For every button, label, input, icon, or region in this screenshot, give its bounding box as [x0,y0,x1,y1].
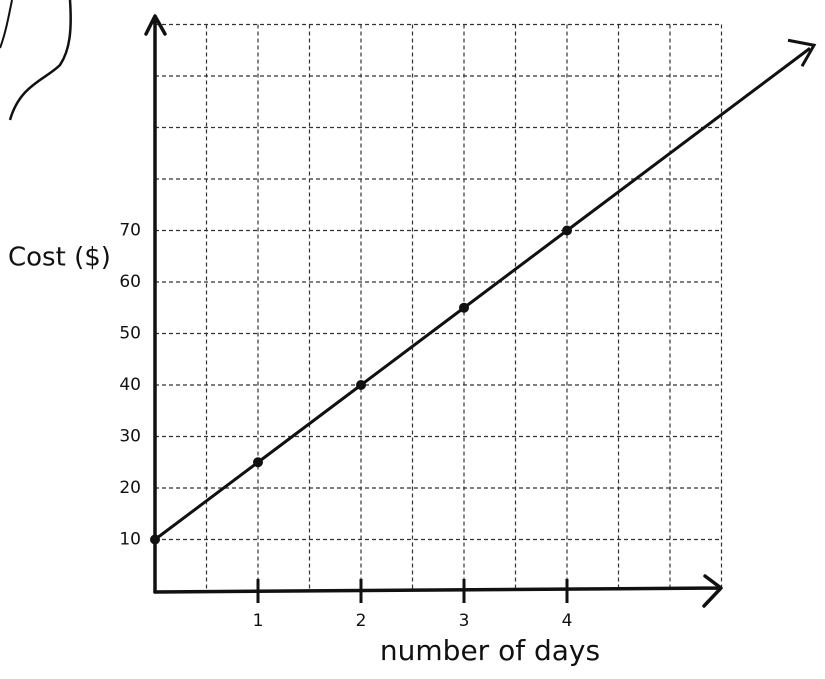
x-tick-label: 1 [253,611,264,631]
y-tick-label: 40 [119,375,141,395]
y-tick-label: 60 [119,272,141,292]
y-axis [146,16,165,592]
x-tick-label: 4 [562,611,573,631]
x-tick-label: 3 [459,611,470,631]
y-tick-label: 10 [119,530,141,550]
y-tick-label: 20 [119,478,141,498]
point [459,303,469,313]
y-tick-label: 70 [119,221,141,241]
chart: Cost ($) number of days 10 20 30 40 50 60 70 1 2… [0,0,825,679]
point [150,535,160,545]
plot [150,40,814,544]
point [356,380,366,390]
y-axis-label: Cost ($) [8,243,111,273]
x-axis [155,576,721,606]
point [253,457,263,467]
scribble [0,0,12,48]
x-axis-label: number of days [380,634,600,667]
y-tick-label: 30 [119,427,141,447]
grid [155,25,722,592]
point [562,226,572,236]
y-tick-label: 50 [119,324,141,344]
scribble [10,0,71,120]
x-tick-label: 2 [356,611,367,631]
